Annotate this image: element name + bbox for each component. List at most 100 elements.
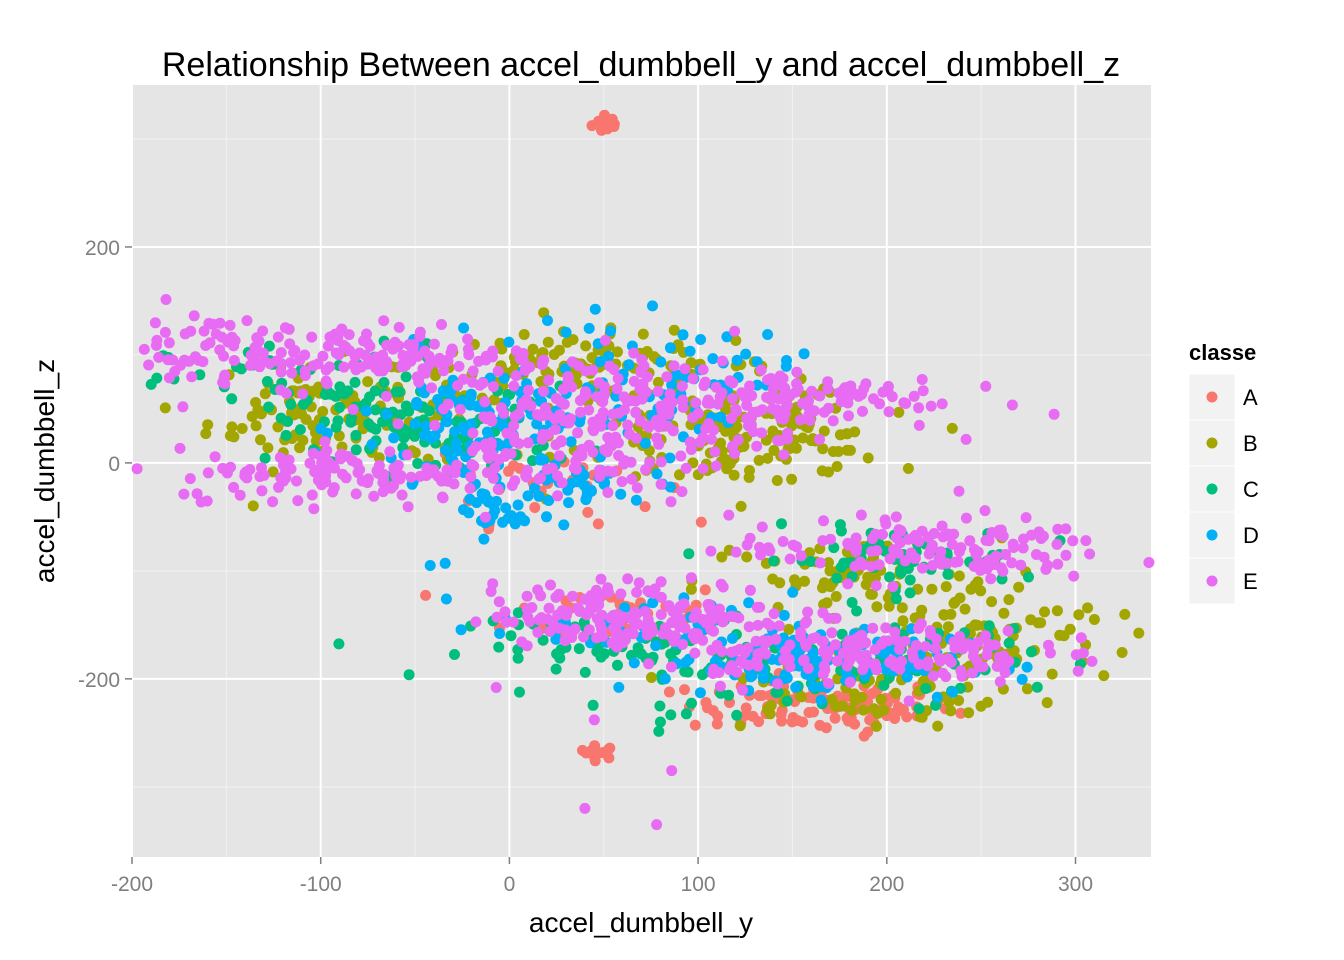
point-D [762,329,774,340]
point-B [716,551,728,563]
point-D [411,399,423,411]
point-E [465,471,477,483]
point-E [381,390,392,402]
point-D [694,687,706,699]
point-D [503,336,515,348]
point-E [927,560,938,571]
point-E [890,532,902,544]
point-E [516,636,528,648]
legend-key-C [1188,465,1236,513]
point-E [850,545,862,557]
point-B [830,700,842,712]
point-C [1031,681,1043,693]
point-E [578,631,589,643]
point-E [687,373,699,385]
point-E [327,486,339,498]
point-C [554,652,566,664]
point-E [871,664,882,676]
point-E [651,819,663,831]
point-C [772,686,784,698]
point-E [131,463,143,475]
point-E [522,611,534,623]
point-E [1080,535,1092,547]
point-B [313,381,325,393]
point-E [915,618,927,630]
x-tick-label: -200 [111,873,153,896]
point-E [285,357,296,369]
point-E [346,454,358,466]
point-E [500,616,512,628]
point-E [228,481,240,493]
point-E [217,462,229,474]
point-B [735,500,747,512]
point-D [423,430,435,442]
point-A [829,712,841,724]
point-E [446,343,458,355]
point-E [377,486,389,498]
point-E [972,636,984,648]
point-E [1067,535,1079,547]
point-E [860,637,872,649]
point-E [218,350,230,362]
point-D [465,418,477,430]
point-B [821,597,833,609]
point-E [491,611,503,623]
point-A [897,704,909,716]
point-C [294,424,306,436]
point-C [514,686,525,698]
legend-dot-E [1206,575,1218,587]
point-E [814,557,826,569]
point-E [453,360,465,372]
point-D [655,356,667,368]
point-E [887,581,899,593]
point-D [664,342,676,354]
point-D [558,519,570,531]
point-E [909,552,920,564]
point-E [532,626,544,638]
point-E [616,476,628,488]
point-E [643,421,655,433]
point-E [466,376,478,388]
point-C [920,683,932,694]
point-C [400,371,412,383]
point-E [697,364,709,376]
point-E [870,580,882,592]
point-E [925,629,937,640]
point-E [680,462,692,474]
point-B [753,454,765,466]
point-E [312,358,324,370]
point-E [448,478,460,490]
point-E [525,400,537,412]
point-E [510,370,522,382]
point-E [618,458,630,470]
point-B [317,406,329,417]
point-D [684,345,696,357]
point-E [655,576,667,588]
x-axis-title: accel_dumbbell_y [529,907,753,938]
point-B [797,432,809,444]
point-E [1017,542,1029,554]
point-E [509,436,521,447]
point-E [778,654,790,666]
point-E [888,544,900,556]
point-E [997,530,1009,542]
point-C [259,452,271,464]
point-C [350,429,362,441]
point-C [831,572,843,584]
point-E [467,365,479,377]
point-D [533,490,545,502]
point-C [226,393,238,405]
point-C [378,377,390,388]
point-E [613,450,625,461]
point-E [666,765,678,777]
point-E [568,462,580,474]
point-E [412,350,424,362]
point-E [552,490,564,502]
point-E [994,676,1006,688]
point-B [567,334,579,346]
point-B [824,581,836,593]
point-B [741,551,753,563]
point-E [643,658,655,670]
point-B [250,420,262,432]
